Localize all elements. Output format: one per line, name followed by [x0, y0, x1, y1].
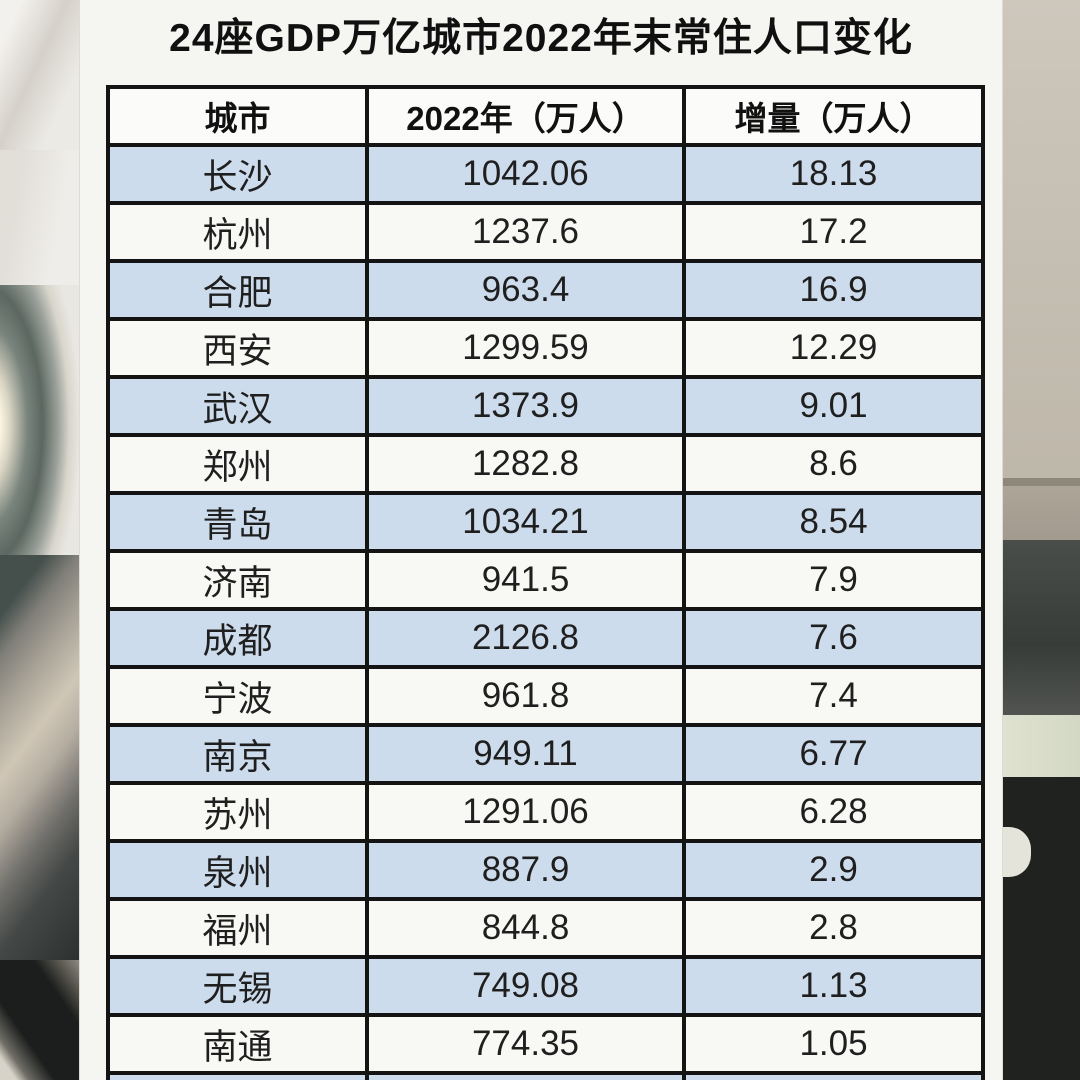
pop-2022-cell: 1034.21	[365, 491, 686, 553]
headrest-highlight	[1001, 827, 1031, 877]
increment-cell: 18.13	[682, 143, 985, 205]
city-cell: 南京	[106, 723, 369, 785]
increment-cell: 7.4	[682, 665, 985, 727]
pop-2022-cell: 961.8	[365, 665, 686, 727]
increment-cell: 1.13	[682, 955, 985, 1017]
pop-2022-cell: 1237.6	[365, 201, 686, 263]
city-cell: 泉州	[106, 839, 369, 901]
city-cell: 福州	[106, 897, 369, 959]
pop-2022-cell: 887.9	[365, 839, 686, 901]
car-pillar-lower-photo	[1001, 486, 1080, 540]
pop-2022-cell: 1042.06	[365, 143, 686, 205]
car-headrest-photo	[1001, 777, 1080, 1080]
empty-cell	[106, 1071, 369, 1080]
table-row: 成都 2126.8 7.6	[106, 607, 985, 669]
seat-plastic-wrap-photo	[1001, 715, 1080, 777]
table-row: 济南 941.5 7.9	[106, 549, 985, 611]
car-seat-top-photo	[1001, 540, 1080, 715]
table-row: 宁波 961.8 7.4	[106, 665, 985, 727]
increment-cell: 9.01	[682, 375, 985, 437]
pop-2022-cell: 1299.59	[365, 317, 686, 379]
col-header-2022-population: 2022年（万人）	[365, 85, 686, 147]
car-trim-seam	[1001, 478, 1080, 486]
increment-cell: 2.8	[682, 897, 985, 959]
increment-cell: 1.05	[682, 1013, 985, 1075]
pop-2022-cell: 1282.8	[365, 433, 686, 495]
pop-2022-cell: 2126.8	[365, 607, 686, 669]
pop-2022-cell: 774.35	[365, 1013, 686, 1075]
city-cell: 南通	[106, 1013, 369, 1075]
col-header-city: 城市	[106, 85, 369, 147]
city-cell: 西安	[106, 317, 369, 379]
empty-cell	[365, 1071, 686, 1080]
car-pillar-seatbelt-photo	[0, 555, 79, 960]
increment-cell: 16.9	[682, 259, 985, 321]
increment-cell: 7.6	[682, 607, 985, 669]
car-door-handle-photo	[0, 285, 79, 555]
increment-cell: 8.6	[682, 433, 985, 495]
pop-2022-cell: 1373.9	[365, 375, 686, 437]
city-cell: 武汉	[106, 375, 369, 437]
table-row: 杭州 1237.6 17.2	[106, 201, 985, 263]
increment-cell: 7.9	[682, 549, 985, 611]
city-cell: 苏州	[106, 781, 369, 843]
table-header: 城市 2022年（万人） 增量（万人）	[106, 85, 985, 147]
table-row: 苏州 1291.06 6.28	[106, 781, 985, 843]
table-row: 福州 844.8 2.8	[106, 897, 985, 959]
pop-2022-cell: 963.4	[365, 259, 686, 321]
empty-cell	[682, 1071, 985, 1080]
table-screenshot-panel: 24座GDP万亿城市2022年末常住人口变化 城市 2022年（万人） 增量（万…	[79, 0, 1003, 1080]
col-header-increment: 增量（万人）	[682, 85, 985, 147]
table-row: 南通 774.35 1.05	[106, 1013, 985, 1075]
increment-cell: 12.29	[682, 317, 985, 379]
city-cell: 无锡	[106, 955, 369, 1017]
table-row: 西安 1299.59 12.29	[106, 317, 985, 379]
car-headliner-photo	[0, 0, 79, 150]
increment-cell: 6.77	[682, 723, 985, 785]
city-cell: 青岛	[106, 491, 369, 553]
table-row: 郑州 1282.8 8.6	[106, 433, 985, 495]
population-table: 城市 2022年（万人） 增量（万人） 长沙 1042.06 18.13 杭州 1237…	[106, 85, 985, 1080]
table-row: 南京 949.11 6.77	[106, 723, 985, 785]
city-cell: 成都	[106, 607, 369, 669]
table-row: 长沙 1042.06 18.13	[106, 143, 985, 205]
chart-title: 24座GDP万亿城市2022年末常住人口变化	[169, 17, 913, 60]
table-row: 武汉 1373.9 9.01	[106, 375, 985, 437]
header-row: 城市 2022年（万人） 增量（万人）	[106, 85, 985, 147]
table-row-partial	[106, 1071, 985, 1080]
table-row: 泉州 887.9 2.9	[106, 839, 985, 901]
increment-cell: 6.28	[682, 781, 985, 843]
city-cell: 杭州	[106, 201, 369, 263]
pop-2022-cell: 749.08	[365, 955, 686, 1017]
table-body: 长沙 1042.06 18.13 杭州 1237.6 17.2 合肥 963.4 16.9 西安 1…	[106, 143, 985, 1080]
pop-2022-cell: 844.8	[365, 897, 686, 959]
city-cell: 长沙	[106, 143, 369, 205]
pop-2022-cell: 949.11	[365, 723, 686, 785]
increment-cell: 8.54	[682, 491, 985, 553]
city-cell: 合肥	[106, 259, 369, 321]
city-cell: 济南	[106, 549, 369, 611]
car-pillar-photo	[1001, 0, 1080, 478]
city-cell: 郑州	[106, 433, 369, 495]
table-row: 青岛 1034.21 8.54	[106, 491, 985, 553]
car-door-shadow-photo	[0, 960, 79, 1080]
table-row: 无锡 749.08 1.13	[106, 955, 985, 1017]
pop-2022-cell: 1291.06	[365, 781, 686, 843]
increment-cell: 17.2	[682, 201, 985, 263]
table-row: 合肥 963.4 16.9	[106, 259, 985, 321]
city-cell: 宁波	[106, 665, 369, 727]
car-window-trim-photo	[0, 150, 79, 285]
increment-cell: 2.9	[682, 839, 985, 901]
pop-2022-cell: 941.5	[365, 549, 686, 611]
